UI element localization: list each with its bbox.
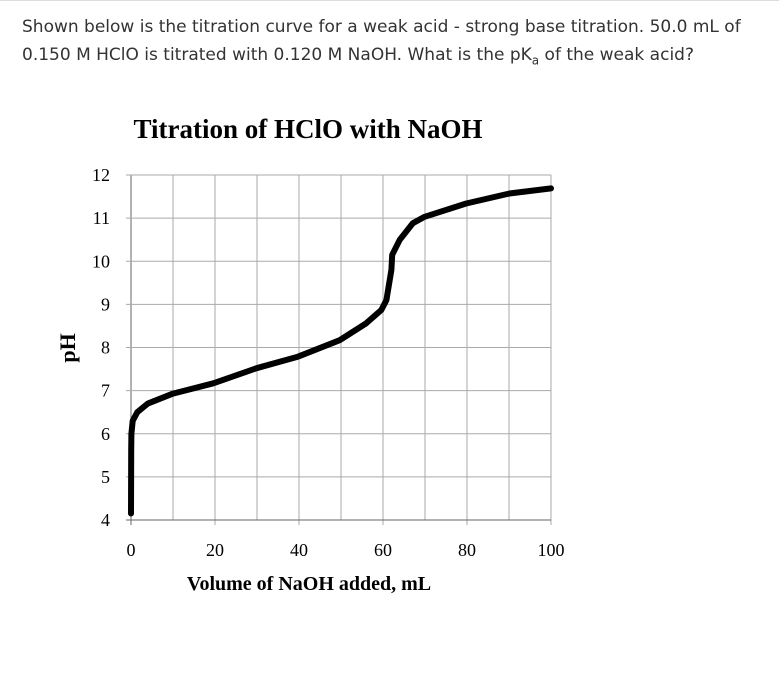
question-text-end: of the weak acid? [539,45,694,65]
y-tick-label: 8 [101,338,110,358]
y-tick-label: 5 [101,467,110,487]
y-tick-label: 11 [93,208,110,228]
x-tick-label: 40 [290,540,308,560]
y-tick-label: 12 [92,165,110,185]
question-subscript: a [531,53,540,68]
x-axis-label: Volume of NaOH added, mL [187,573,431,595]
y-tick-label: 10 [92,251,110,271]
x-tick-label: 20 [206,540,224,560]
titration-curve [128,185,554,517]
x-tick-label: 0 [127,540,136,560]
y-tick-label: 6 [101,424,110,444]
y-tick-label: 7 [101,381,110,401]
y-tick-label: 4 [101,510,110,530]
top-divider [0,0,779,1]
x-tick-label: 100 [538,540,565,560]
y-axis-label: pH [55,333,80,362]
question-text: Shown below is the titration curve for a… [22,13,772,74]
x-tick-label: 80 [458,540,476,560]
y-tick-label: 9 [101,294,110,314]
x-tick-label: 60 [374,540,392,560]
chart-title: Titration of HClO with NaOH [133,114,482,144]
question-text-main: Shown below is the titration curve for a… [22,17,741,65]
